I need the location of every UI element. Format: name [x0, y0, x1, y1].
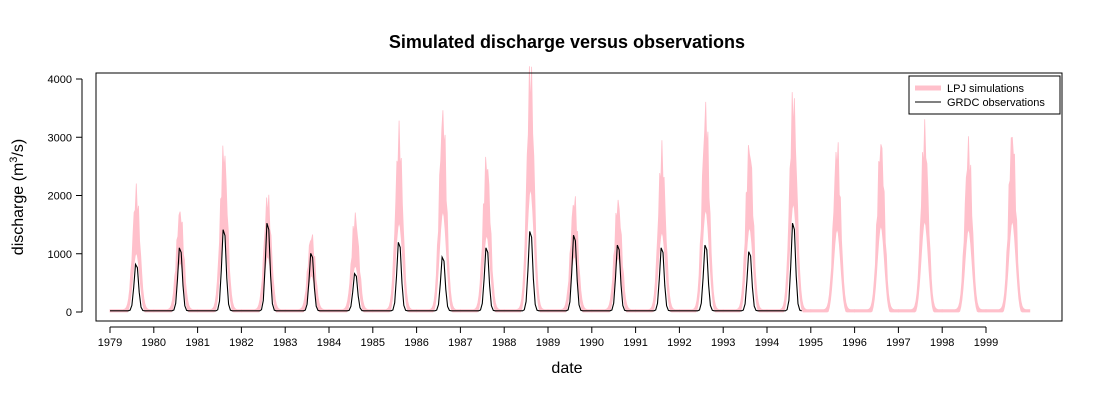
legend-box	[908, 75, 1061, 115]
y-tick-label: 4000	[48, 74, 72, 86]
x-tick-label: 1989	[536, 337, 560, 349]
y-tick-label: 3000	[48, 132, 72, 144]
simulation-band-year	[722, 145, 768, 313]
x-tick-label: 1993	[711, 337, 735, 349]
simulation-band-year	[635, 140, 680, 313]
y-tick-label: 2000	[48, 191, 72, 203]
x-tick-label: 1984	[317, 337, 341, 349]
y-axis-label-superscript: 3	[8, 157, 20, 163]
simulation-band-year	[985, 136, 1031, 313]
legend: LPJ simulations GRDC observations	[908, 75, 1061, 115]
x-tick-label: 1992	[667, 337, 691, 349]
y-tick-label: 0	[66, 307, 72, 319]
x-tick-label: 1997	[886, 337, 910, 349]
x-tick-label: 1986	[404, 337, 428, 349]
legend-label-simulations: LPJ simulations	[947, 83, 1025, 95]
x-tick-label: 1995	[799, 337, 823, 349]
y-axis: 0 1000 2000 3000 4000	[48, 74, 83, 319]
simulation-band-year	[679, 101, 724, 313]
x-tick-label: 1996	[842, 337, 866, 349]
simulation-band-year	[941, 136, 987, 313]
simulation-band-year	[197, 145, 242, 313]
simulation-band-layer	[109, 66, 1031, 313]
x-tick-label: 1985	[361, 337, 385, 349]
simulation-band-year	[328, 212, 374, 313]
x-tick-label: 1991	[623, 337, 647, 349]
observation-line	[110, 223, 802, 312]
y-axis-label-end: /s)	[10, 139, 27, 157]
simulation-band-year	[766, 92, 812, 313]
y-axis-label: discharge (m3/s)	[8, 139, 27, 255]
x-axis-label: date	[551, 360, 582, 377]
x-tick-label: 1981	[185, 337, 209, 349]
observation-line-layer	[110, 223, 802, 312]
simulation-band-year	[416, 110, 461, 313]
y-axis-label-main: discharge (m	[10, 163, 27, 255]
simulation-band-year	[109, 183, 155, 313]
simulation-band-year	[854, 144, 899, 313]
simulation-band-year	[810, 142, 855, 313]
x-tick-label: 1983	[273, 337, 297, 349]
x-tick-label: 1994	[755, 337, 779, 349]
x-tick-label: 1998	[930, 337, 954, 349]
simulation-band-year	[503, 66, 549, 313]
x-axis: 1979 1980 1981 1982 1983 1984 1985 1986 1987 1988…	[98, 326, 998, 349]
plot-frame	[95, 72, 1063, 322]
chart-title: Simulated discharge versus observations	[389, 32, 745, 52]
simulation-band-year	[372, 120, 418, 313]
x-tick-label: 1982	[229, 337, 253, 349]
x-tick-label: 1980	[142, 337, 166, 349]
simulation-band-year	[898, 119, 943, 313]
x-tick-label: 1987	[448, 337, 472, 349]
x-tick-label: 1979	[98, 337, 122, 349]
legend-label-observations: GRDC observations	[947, 97, 1045, 109]
x-tick-label: 1990	[580, 337, 604, 349]
x-tick-label: 1988	[492, 337, 516, 349]
x-tick-label: 1999	[974, 337, 998, 349]
y-tick-label: 1000	[48, 249, 72, 261]
simulation-band-year	[459, 156, 505, 313]
simulation-band-year	[591, 199, 636, 313]
